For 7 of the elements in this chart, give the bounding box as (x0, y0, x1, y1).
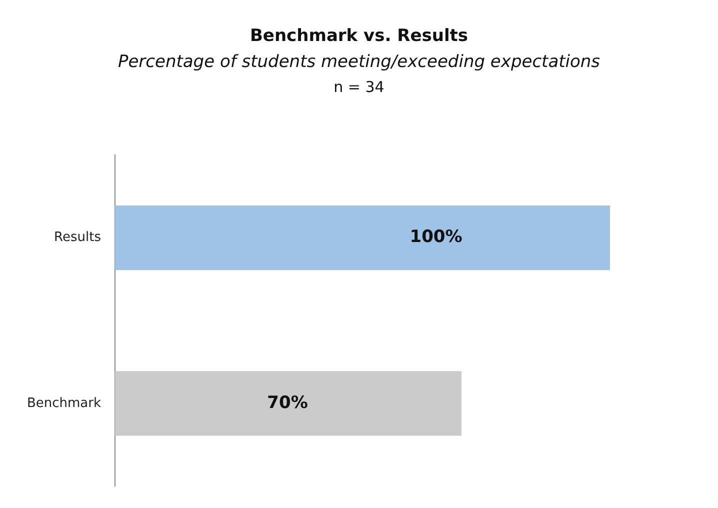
data-label: 100% (410, 227, 462, 248)
text: n = 34 (332, 78, 386, 96)
chart-title: Benchmark vs. Results (248, 26, 470, 46)
chart-subtitle: Percentage of students meeting/exceeding expectations (116, 52, 602, 72)
y-tick-label: Results (54, 230, 102, 246)
y-tick-label: Benchmark (26, 396, 102, 411)
data-label: 70% (267, 392, 308, 413)
